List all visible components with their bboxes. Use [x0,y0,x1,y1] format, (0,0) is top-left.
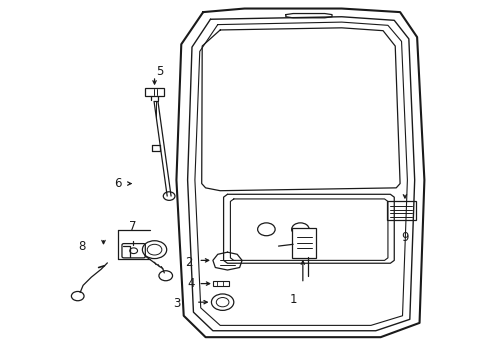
Text: 2: 2 [184,256,192,269]
Text: 4: 4 [187,277,194,290]
Text: 7: 7 [129,220,136,233]
Text: 1: 1 [289,293,296,306]
Text: 5: 5 [155,64,163,77]
FancyBboxPatch shape [291,228,315,257]
FancyBboxPatch shape [386,202,415,220]
FancyBboxPatch shape [145,88,163,96]
Text: 3: 3 [172,297,180,310]
Text: 9: 9 [400,231,408,244]
Text: 6: 6 [114,177,122,190]
Text: 8: 8 [78,240,85,253]
FancyBboxPatch shape [122,244,145,258]
FancyBboxPatch shape [213,281,228,287]
